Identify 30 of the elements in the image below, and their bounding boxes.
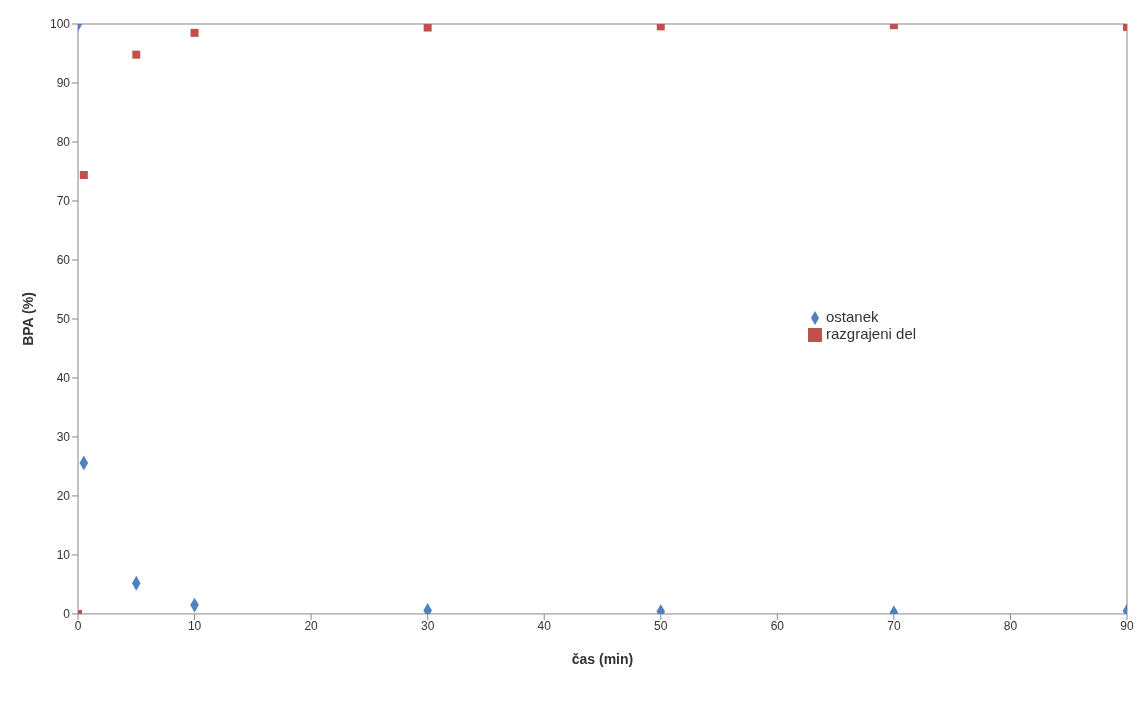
x-tick-label: 0 (74, 619, 82, 634)
point (79, 171, 88, 180)
x-tick-label: 70 (887, 619, 901, 634)
y-tick-label: 70 (56, 194, 71, 209)
x-tick-label: 10 (187, 619, 202, 634)
y-tick-label: 60 (56, 253, 71, 268)
y-tick-label: 100 (49, 17, 71, 32)
y-tick-label: 50 (56, 312, 71, 327)
y-tick-label: 90 (56, 76, 71, 91)
point (190, 28, 199, 37)
x-tick-label: 30 (420, 619, 435, 634)
y-tick-label: 10 (56, 548, 71, 563)
y-tick-label: 80 (56, 135, 71, 150)
legend-label: ostanek (826, 308, 879, 325)
y-axis-title: BPA (%) (19, 292, 36, 346)
x-tick-label: 50 (654, 619, 668, 634)
y-tick-label: 40 (56, 371, 71, 386)
x-tick-label: 20 (304, 619, 319, 634)
legend-label: razgrajeni del (826, 325, 917, 343)
y-tick-label: 30 (56, 430, 71, 445)
x-axis-title: čas (min) (571, 650, 634, 667)
x-tick-label: 80 (1003, 619, 1018, 634)
x-tick-label: 40 (537, 619, 552, 634)
y-tick-label: 0 (63, 607, 71, 622)
y-tick-label: 20 (56, 489, 71, 504)
point (132, 50, 141, 59)
point (423, 24, 432, 32)
x-tick-label: 90 (1120, 619, 1134, 634)
x-tick-label: 60 (770, 619, 785, 634)
point (656, 24, 665, 31)
